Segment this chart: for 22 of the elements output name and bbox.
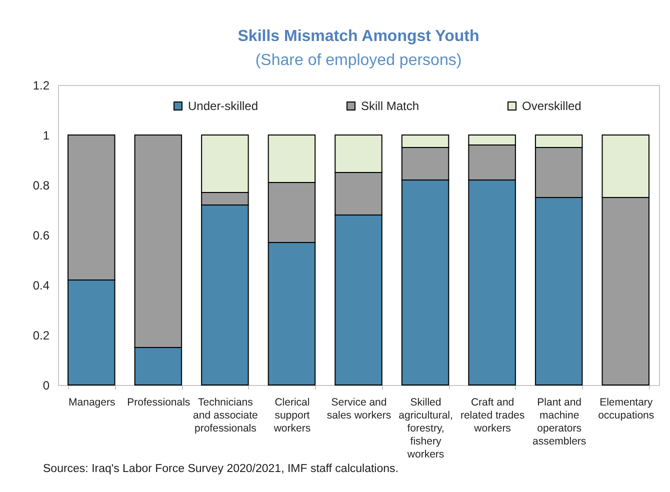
y-tick-label: 0.2 xyxy=(32,328,50,342)
x-tick-label: Service and sales workers xyxy=(326,396,392,422)
x-tick-label: Craft and related trades workers xyxy=(460,396,525,434)
y-tick-label: 0.8 xyxy=(32,178,50,192)
chart-title: Skills Mismatch Amongst Youth xyxy=(238,28,480,45)
x-tick-label: Technicians and associate professionals xyxy=(193,396,258,434)
x-tick-label: Skilled agricultural, forestry, fishery workers xyxy=(398,396,453,460)
y-tick-label: 1.2 xyxy=(32,78,50,92)
source-note: Sources: Iraq's Labor Force Survey 2020/2021, IMF staff calculations. xyxy=(43,463,398,476)
y-tick-label: 0.4 xyxy=(32,278,50,292)
y-tick-label: 0.6 xyxy=(32,228,50,242)
legend-label: Under-skilled xyxy=(188,99,258,113)
x-tick-label: Elementary occupations xyxy=(598,396,654,422)
legend-label: Skill Match xyxy=(361,99,420,113)
y-tick-label: 0 xyxy=(42,378,50,392)
chart-subtitle: (Share of employed persons) xyxy=(255,52,462,69)
legend-label: Overskilled xyxy=(522,99,582,113)
x-tick-label: Managers xyxy=(68,396,116,408)
y-tick-label: 1 xyxy=(42,128,50,142)
x-tick-label: Clerical support workers xyxy=(272,396,311,434)
x-tick-label: Plant and machine operators assemblers xyxy=(532,396,586,448)
x-tick-label: Professionals xyxy=(127,396,190,408)
